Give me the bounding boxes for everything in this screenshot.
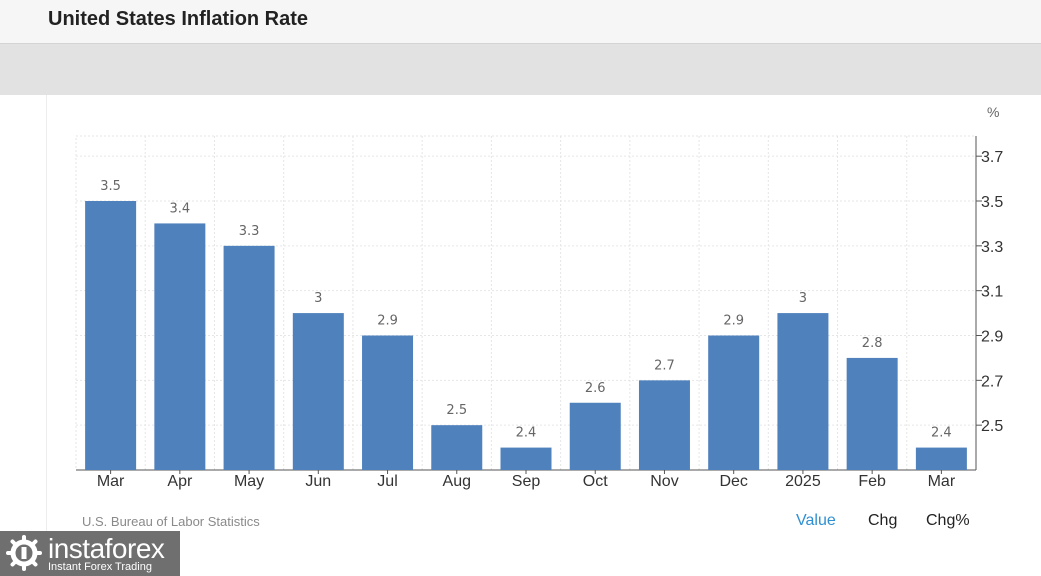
bar	[500, 447, 552, 470]
x-tick-label: Sep	[512, 473, 541, 490]
y-unit-label: %	[987, 104, 999, 120]
x-tick-label: May	[234, 473, 264, 490]
chart-panel	[46, 95, 1017, 560]
bar	[154, 223, 206, 470]
bar	[708, 335, 760, 470]
y-tick-label: 3.7	[981, 149, 1003, 166]
bar	[362, 335, 414, 470]
tab-value[interactable]: Value	[796, 512, 836, 529]
data-label: 3.3	[239, 224, 260, 239]
x-tick-label: Mar	[928, 473, 956, 490]
x-tick-label: 2025	[785, 473, 821, 490]
x-tick-label: Nov	[650, 473, 678, 490]
gear-icon	[6, 535, 42, 571]
bar	[85, 201, 137, 470]
y-tick-label: 3.1	[981, 284, 1003, 301]
bar	[223, 245, 275, 470]
bar	[431, 425, 483, 470]
y-tick-label: 3.3	[981, 239, 1003, 256]
data-label: 2.5	[446, 403, 467, 418]
x-tick-label: Jul	[377, 473, 397, 490]
data-label: 2.7	[654, 358, 675, 373]
logo-tagline: Instant Forex Trading	[48, 561, 152, 573]
bar	[292, 313, 344, 470]
tab-chg-percent[interactable]: Chg%	[926, 512, 970, 529]
bar	[846, 357, 898, 470]
data-label: 3	[314, 291, 322, 306]
x-tick-label: Feb	[858, 473, 886, 490]
bar	[569, 402, 621, 470]
page-title: United States Inflation Rate	[48, 8, 309, 30]
y-tick-label: 2.9	[981, 329, 1003, 346]
x-tick-label: Oct	[583, 473, 608, 490]
y-tick-label: 3.5	[981, 194, 1003, 211]
data-label: 3.4	[170, 201, 191, 216]
logo-name: instaforex	[48, 533, 165, 564]
data-label: 2.4	[516, 426, 537, 441]
x-tick-label: Aug	[443, 473, 471, 490]
x-tick-label: Jun	[305, 473, 331, 490]
y-tick-label: 2.7	[981, 373, 1003, 390]
bar	[915, 447, 967, 470]
x-tick-label: Apr	[167, 473, 193, 490]
instaforex-logo: instaforex Instant Forex Trading	[0, 531, 180, 576]
data-label: 3.5	[100, 179, 121, 194]
data-label: 2.9	[723, 314, 744, 329]
data-label: 3	[799, 291, 807, 306]
bar	[638, 380, 690, 470]
source-label: U.S. Bureau of Labor Statistics	[82, 514, 260, 529]
tab-chg[interactable]: Chg	[868, 512, 898, 529]
x-tick-label: Mar	[97, 473, 125, 490]
data-label: 2.9	[377, 314, 398, 329]
x-tick-label: Dec	[719, 473, 747, 490]
toolbar-band	[0, 44, 1041, 95]
header-bar: United States Inflation Rate	[0, 0, 1041, 44]
bar	[777, 313, 829, 470]
data-label: 2.8	[862, 336, 883, 351]
data-label: 2.6	[585, 381, 606, 396]
data-label: 2.4	[931, 426, 952, 441]
plot-frame	[75, 135, 977, 471]
y-tick-label: 2.5	[981, 418, 1003, 435]
